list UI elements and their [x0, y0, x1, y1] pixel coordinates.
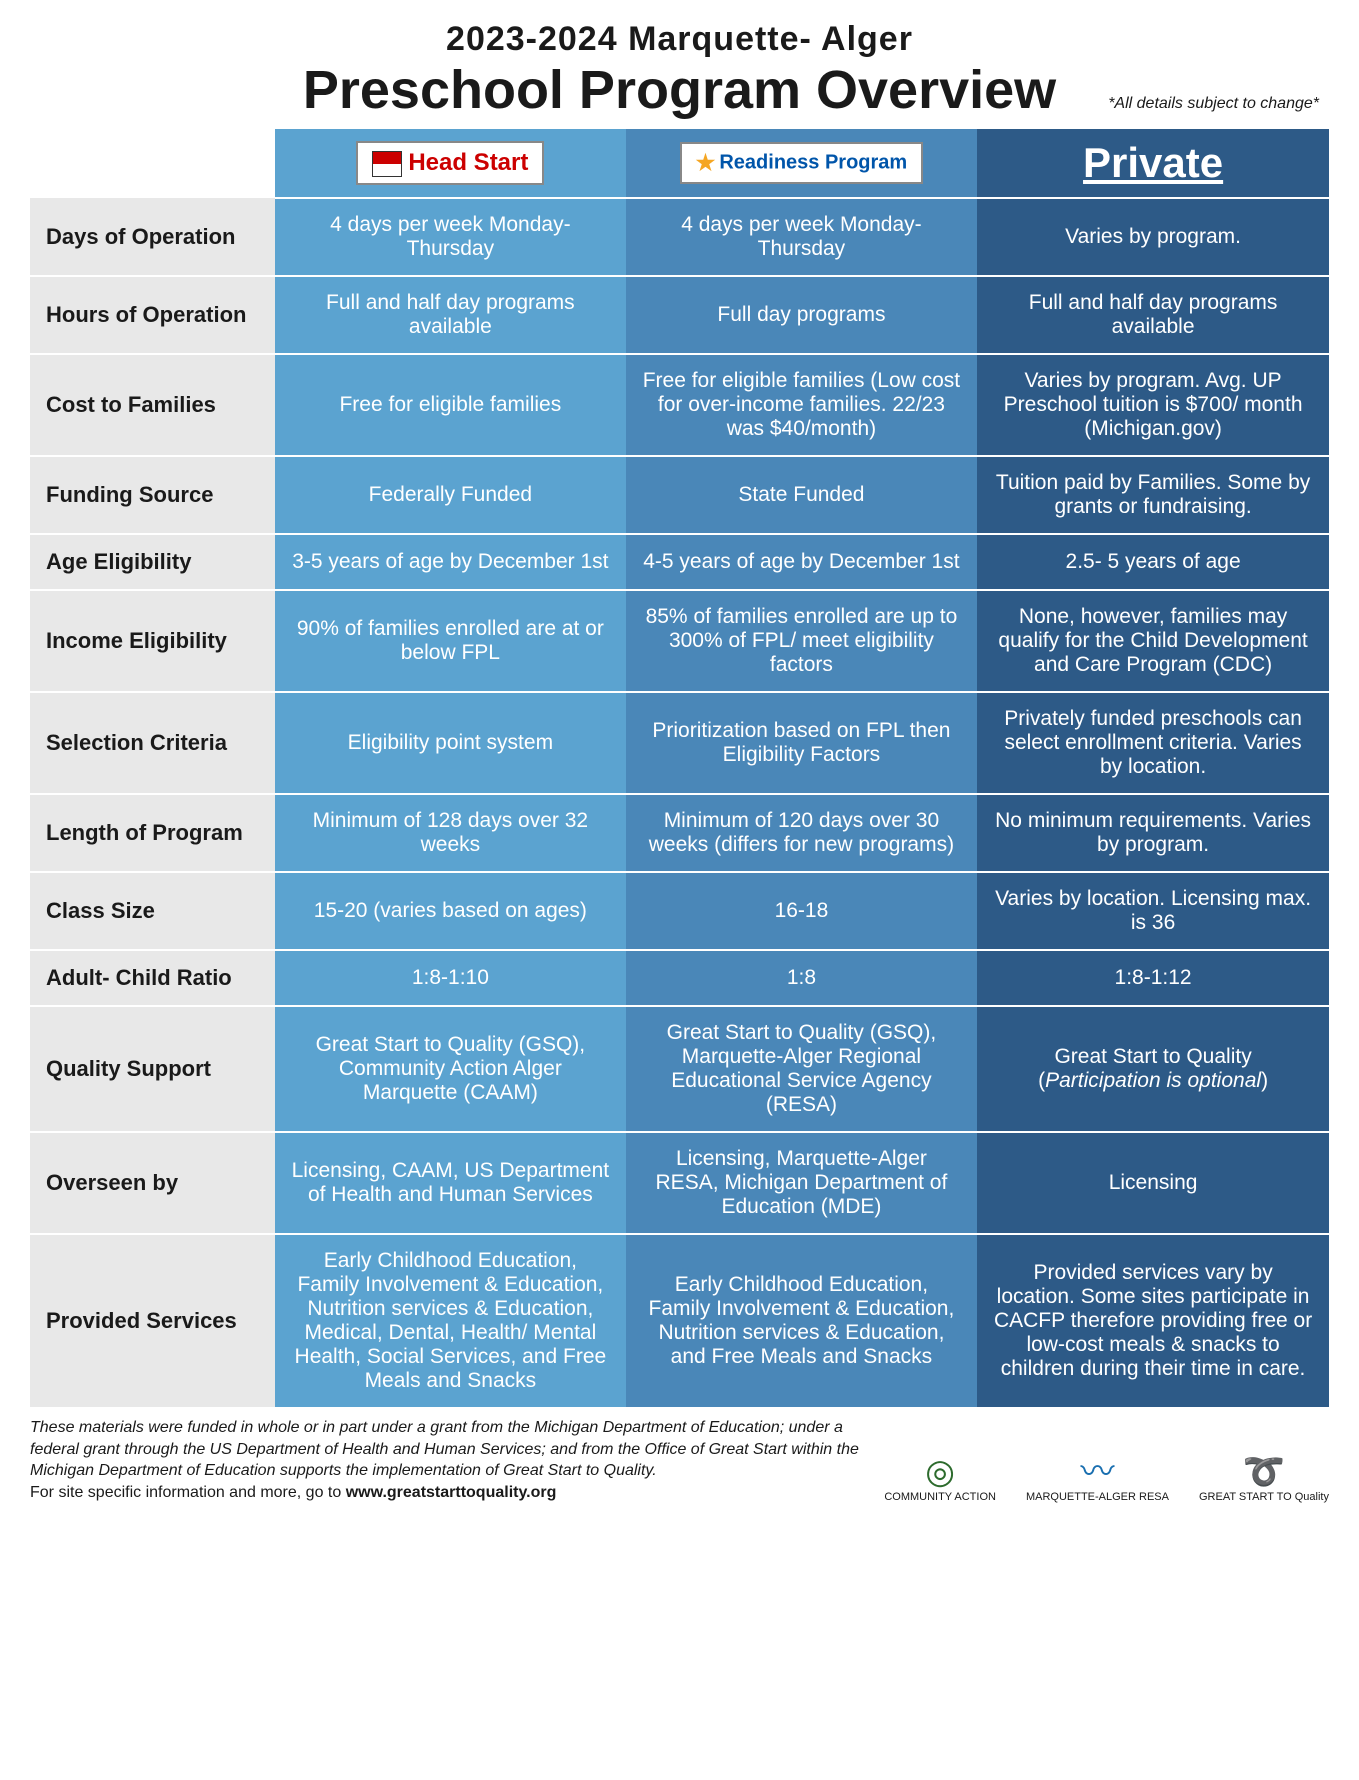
private-label: Private	[1083, 139, 1223, 186]
cell-head-start: 15-20 (varies based on ages)	[275, 872, 626, 950]
readiness-label: Readiness Program	[719, 151, 907, 173]
cell-head-start: Early Childhood Education, Family Involv…	[275, 1234, 626, 1408]
cell-head-start: Free for eligible families	[275, 354, 626, 456]
cell-readiness: State Funded	[626, 456, 977, 534]
cell-readiness: 1:8	[626, 950, 977, 1006]
cell-head-start: Licensing, CAAM, US Department of Health…	[275, 1132, 626, 1234]
cell-private: Privately funded preschools can select e…	[977, 692, 1329, 794]
head-start-label: Head Start	[408, 149, 528, 176]
cell-readiness: Full day programs	[626, 276, 977, 354]
footer-funding: These materials were funded in whole or …	[30, 1419, 859, 1479]
page-container: 2023-2024 Marquette- Alger Preschool Pro…	[0, 0, 1359, 1513]
cell-head-start: Great Start to Quality (GSQ), Community …	[275, 1006, 626, 1132]
cell-private: Full and half day programs available	[977, 276, 1329, 354]
table-row: Funding SourceFederally FundedState Fund…	[30, 456, 1329, 534]
table-row: Cost to FamiliesFree for eligible famili…	[30, 354, 1329, 456]
row-label: Days of Operation	[30, 198, 275, 276]
table-row: Adult- Child Ratio1:8-1:101:81:8-1:12	[30, 950, 1329, 1006]
resa-logo-icon: MARQUETTE-ALGER RESA	[1026, 1454, 1169, 1503]
cell-private: Provided services vary by location. Some…	[977, 1234, 1329, 1408]
cell-readiness: Minimum of 120 days over 30 weeks (diffe…	[626, 794, 977, 872]
cell-private: Tuition paid by Families. Some by grants…	[977, 456, 1329, 534]
row-label: Selection Criteria	[30, 692, 275, 794]
table-row: Selection CriteriaEligibility point syst…	[30, 692, 1329, 794]
row-label: Funding Source	[30, 456, 275, 534]
table-row: Hours of OperationFull and half day prog…	[30, 276, 1329, 354]
cell-private: 1:8-1:12	[977, 950, 1329, 1006]
header-row: Head Start ★Readiness Program Private	[30, 129, 1329, 198]
row-label: Quality Support	[30, 1006, 275, 1132]
footer-more-prefix: For site specific information and more, …	[30, 1484, 346, 1501]
header-head-start: Head Start	[275, 129, 626, 198]
row-label: Overseen by	[30, 1132, 275, 1234]
cell-readiness: 4 days per week Monday-Thursday	[626, 198, 977, 276]
row-label: Class Size	[30, 872, 275, 950]
comparison-table: Head Start ★Readiness Program Private Da…	[30, 129, 1329, 1409]
row-label: Adult- Child Ratio	[30, 950, 275, 1006]
great-start-quality-logo-icon: GREAT START TO Quality	[1199, 1454, 1329, 1503]
cell-private: No minimum requirements. Varies by progr…	[977, 794, 1329, 872]
cell-private: Varies by program. Avg. UP Preschool tui…	[977, 354, 1329, 456]
cell-head-start: 1:8-1:10	[275, 950, 626, 1006]
row-label: Provided Services	[30, 1234, 275, 1408]
supertitle: 2023-2024 Marquette- Alger	[30, 20, 1329, 59]
table-row: Provided ServicesEarly Childhood Educati…	[30, 1234, 1329, 1408]
table-row: Days of Operation4 days per week Monday-…	[30, 198, 1329, 276]
header-blank	[30, 129, 275, 198]
cell-head-start: Federally Funded	[275, 456, 626, 534]
table-row: Class Size15-20 (varies based on ages)16…	[30, 872, 1329, 950]
cell-readiness: 4-5 years of age by December 1st	[626, 534, 977, 590]
row-label: Cost to Families	[30, 354, 275, 456]
gsq-label: GREAT START TO Quality	[1199, 1491, 1329, 1503]
row-label: Income Eligibility	[30, 590, 275, 692]
community-action-label: COMMUNITY ACTION	[884, 1491, 996, 1503]
cell-private: Licensing	[977, 1132, 1329, 1234]
resa-label: MARQUETTE-ALGER RESA	[1026, 1491, 1169, 1503]
community-action-logo-icon: COMMUNITY ACTION	[884, 1454, 996, 1503]
row-label: Hours of Operation	[30, 276, 275, 354]
cell-readiness: Great Start to Quality (GSQ), Marquette-…	[626, 1006, 977, 1132]
table-row: Quality SupportGreat Start to Quality (G…	[30, 1006, 1329, 1132]
head-start-icon	[372, 151, 402, 177]
title-block: 2023-2024 Marquette- Alger Preschool Pro…	[30, 20, 1329, 121]
subject-to-change-note: *All details subject to change*	[1108, 95, 1319, 113]
cell-head-start: 4 days per week Monday-Thursday	[275, 198, 626, 276]
cell-head-start: Minimum of 128 days over 32 weeks	[275, 794, 626, 872]
cell-readiness: 85% of families enrolled are up to 300% …	[626, 590, 977, 692]
cell-private: Varies by location. Licensing max. is 36	[977, 872, 1329, 950]
table-row: Overseen byLicensing, CAAM, US Departmen…	[30, 1132, 1329, 1234]
cell-head-start: 3-5 years of age by December 1st	[275, 534, 626, 590]
cell-head-start: Eligibility point system	[275, 692, 626, 794]
row-label: Length of Program	[30, 794, 275, 872]
cell-readiness: 16-18	[626, 872, 977, 950]
table-row: Age Eligibility3-5 years of age by Decem…	[30, 534, 1329, 590]
cell-head-start: Full and half day programs available	[275, 276, 626, 354]
footer-logos: COMMUNITY ACTION MARQUETTE-ALGER RESA GR…	[884, 1454, 1329, 1503]
cell-readiness: Early Childhood Education, Family Involv…	[626, 1234, 977, 1408]
table-row: Income Eligibility90% of families enroll…	[30, 590, 1329, 692]
footer-url: www.greatstarttoquality.org	[346, 1484, 557, 1501]
cell-private: 2.5- 5 years of age	[977, 534, 1329, 590]
header-readiness-program: ★Readiness Program	[626, 129, 977, 198]
footer-text: These materials were funded in whole or …	[30, 1417, 864, 1503]
cell-readiness: Licensing, Marquette-Alger RESA, Michiga…	[626, 1132, 977, 1234]
cell-readiness: Free for eligible families (Low cost for…	[626, 354, 977, 456]
row-label: Age Eligibility	[30, 534, 275, 590]
table-row: Length of ProgramMinimum of 128 days ove…	[30, 794, 1329, 872]
main-title: Preschool Program Overview	[303, 59, 1056, 121]
cell-private: Great Start to Quality (Participation is…	[977, 1006, 1329, 1132]
cell-private: None, however, families may qualify for …	[977, 590, 1329, 692]
footer: These materials were funded in whole or …	[30, 1417, 1329, 1503]
cell-head-start: 90% of families enrolled are at or below…	[275, 590, 626, 692]
cell-readiness: Prioritization based on FPL then Eligibi…	[626, 692, 977, 794]
header-private: Private	[977, 129, 1329, 198]
readiness-star-icon: ★	[696, 150, 716, 176]
cell-private: Varies by program.	[977, 198, 1329, 276]
